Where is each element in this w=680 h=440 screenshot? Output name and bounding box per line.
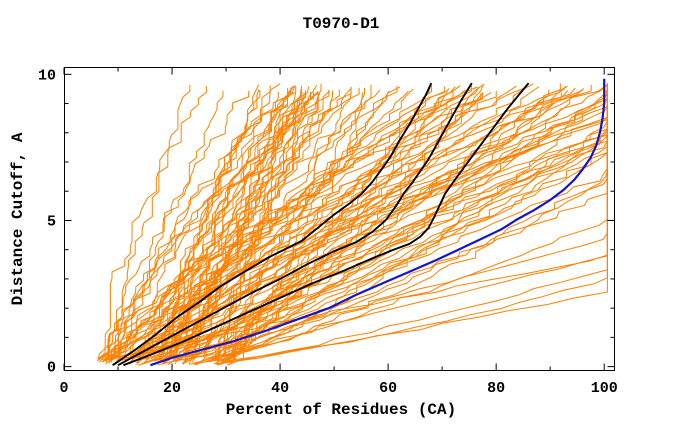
curve [117, 90, 261, 360]
curve [141, 88, 414, 365]
curve [159, 87, 360, 360]
y-axis-label: Distance Cutoff, A [9, 132, 27, 305]
tick-label: 20 [163, 380, 181, 397]
tick-label: 0 [47, 360, 56, 377]
curve [174, 92, 321, 365]
curve [164, 85, 608, 360]
model-ensemble-curves [97, 83, 608, 366]
curve [221, 86, 540, 362]
highlight-curve [150, 78, 606, 367]
tick-label: 0 [59, 380, 68, 397]
plot-frame [64, 67, 615, 371]
chart-title: T0970-D1 [303, 15, 380, 33]
curve [217, 89, 340, 364]
tick-label: 60 [379, 380, 397, 397]
curve [156, 91, 319, 361]
curve [105, 90, 569, 365]
curve [98, 86, 207, 360]
curve [131, 84, 484, 359]
x-axis-label: Percent of Residues (CA) [226, 401, 456, 419]
curve [97, 86, 295, 362]
curve [163, 85, 318, 357]
curve [150, 78, 606, 367]
curve [127, 84, 608, 359]
curve [220, 88, 450, 365]
curve [106, 87, 526, 360]
curve [99, 85, 568, 359]
tick-label: 5 [47, 213, 56, 230]
curve [108, 84, 608, 361]
axis-ticks [63, 67, 615, 371]
curve [167, 87, 431, 362]
curve [98, 91, 492, 359]
curve [227, 84, 372, 366]
curve [97, 90, 250, 360]
curve [216, 87, 608, 365]
curve [142, 85, 398, 358]
curve [169, 89, 466, 358]
curve [159, 85, 608, 361]
tick-label: 40 [271, 380, 289, 397]
curve [123, 82, 530, 367]
axis-tick-labels: 0 20 40 60 80 100 0 5 10 [38, 67, 618, 397]
curve [141, 87, 608, 365]
curve [112, 82, 433, 366]
curve [106, 90, 224, 359]
curve [154, 86, 478, 359]
curve [209, 89, 550, 363]
reference-curves [112, 82, 530, 367]
curve [111, 88, 608, 360]
curve [111, 89, 381, 358]
curve [222, 93, 483, 363]
curve [165, 90, 447, 361]
curve [188, 84, 592, 358]
curve [169, 92, 297, 359]
tick-label: 10 [38, 67, 56, 84]
curve [111, 92, 314, 361]
curve [108, 90, 390, 365]
curve [182, 89, 302, 365]
curve [117, 82, 473, 367]
curve [183, 86, 352, 362]
curve [101, 90, 497, 363]
curve [228, 92, 363, 366]
curve [103, 91, 279, 361]
tick-label: 100 [591, 380, 618, 397]
curve [195, 92, 305, 366]
tick-label: 80 [487, 380, 505, 397]
curve [219, 83, 608, 363]
curve [145, 86, 456, 360]
curve [175, 85, 567, 362]
curve [215, 86, 608, 361]
